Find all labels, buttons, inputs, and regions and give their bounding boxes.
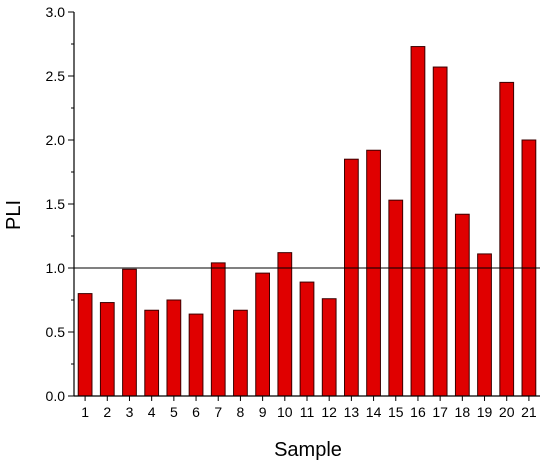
x-tick-label-1: 1 [81,404,89,420]
y-tick-label-2.5: 2.5 [46,68,66,84]
x-tick-label-15: 15 [388,404,404,420]
bar-19 [477,253,492,397]
y-tick-label-1.5: 1.5 [46,196,66,212]
bar-7 [210,262,226,397]
bar-6 [188,313,204,397]
x-tick-label-2: 2 [103,404,111,420]
x-axis-title: Sample [274,439,342,461]
x-tick-label-14: 14 [366,404,382,420]
x-tick-label-13: 13 [344,404,360,420]
y-tick-label-0.5: 0.5 [46,324,66,340]
y-axis-title: PLI [3,200,25,230]
plot-area: 0.00.51.01.52.02.53.01 2 3 4 5 6 7 8 9 10 11 12 13 14… [46,4,540,420]
bar-15 [388,199,404,397]
x-tick-label-16: 16 [410,404,426,420]
x-tick-label-19: 19 [477,404,493,420]
x-tick-label-3: 3 [126,404,134,420]
bar-10 [277,252,293,397]
bar-4 [144,309,160,397]
bar-8 [233,309,248,397]
bar-11 [299,281,315,397]
y-tick-label-3.0: 3.0 [46,4,66,20]
bar-16 [410,46,426,397]
y-tick-label-1.0: 1.0 [46,260,66,276]
bar-2 [99,302,115,397]
bar-20 [499,81,515,397]
y-tick-label-2.0: 2.0 [46,132,66,148]
x-tick-label-17: 17 [432,404,448,420]
x-tick-label-8: 8 [237,404,245,420]
x-tick-label-20: 20 [499,404,515,420]
x-tick-label-9: 9 [259,404,267,420]
y-tick-label-0.0: 0.0 [46,388,66,404]
x-tick-label-6: 6 [192,404,200,420]
x-tick-label-18: 18 [455,404,471,420]
x-tick-label-21: 21 [521,404,537,420]
bar-3 [122,268,137,397]
bar-13 [344,158,359,397]
bar-9 [255,272,271,397]
bar-12 [321,298,337,397]
bar-17 [432,66,448,397]
bar-18 [454,213,470,397]
x-tick-label-10: 10 [277,404,293,420]
bar-1 [77,293,93,397]
x-tick-label-5: 5 [170,404,178,420]
bar-14 [366,149,381,397]
x-tick-label-4: 4 [148,404,156,420]
bar-5 [166,299,182,397]
x-tick-label-11: 11 [300,404,315,420]
x-tick-label-12: 12 [321,404,337,420]
x-tick-label-7: 7 [214,404,222,420]
